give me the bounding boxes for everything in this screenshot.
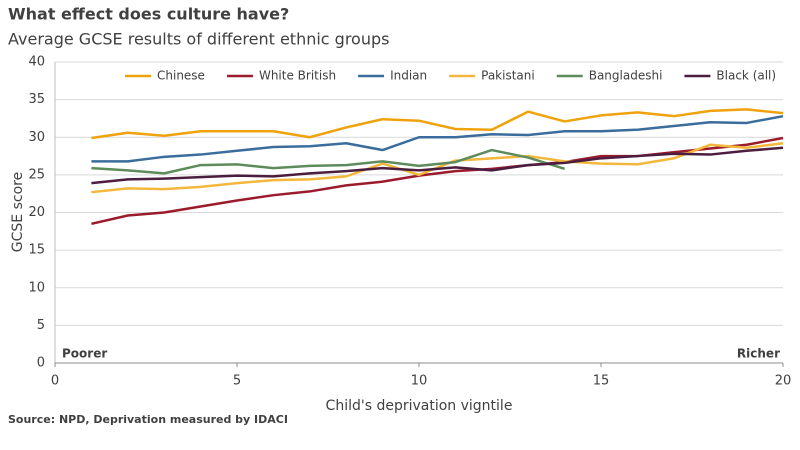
legend-label: White British: [259, 69, 336, 83]
series-line: [91, 108, 784, 140]
chart-title: What effect does culture have?: [8, 5, 289, 24]
x-axis-label: Child's deprivation vigntile: [326, 398, 513, 414]
source-note: Source: NPD, Deprivation measured by IDA…: [8, 413, 288, 426]
x-tick-label: 15: [593, 374, 610, 389]
series-line: [91, 148, 565, 175]
y-tick-label: 35: [28, 92, 45, 107]
chart-subtitle: Average GCSE results of different ethnic…: [8, 30, 389, 49]
x-tick-label: 5: [233, 374, 241, 389]
y-tick-label: 20: [28, 205, 45, 220]
y-tick-label: 10: [28, 280, 45, 295]
legend-label: Pakistani: [481, 69, 535, 83]
y-axis-label: GCSE score: [10, 172, 26, 252]
x-tick-label: 0: [51, 374, 59, 389]
legend-label: Bangladeshi: [589, 69, 663, 83]
legend-label: Indian: [390, 69, 427, 83]
series-line: [91, 114, 784, 163]
y-tick-label: 5: [37, 318, 45, 333]
y-tick-label: 40: [28, 55, 45, 70]
x-tick-label: 20: [775, 374, 792, 389]
y-tick-label: 30: [28, 130, 45, 145]
legend-label: Black (all): [716, 69, 776, 83]
y-tick-label: 0: [37, 356, 45, 371]
y-tick-label: 25: [28, 167, 45, 182]
annotation: Poorer: [62, 347, 107, 361]
y-tick-label: 15: [28, 243, 45, 258]
legend-label: Chinese: [157, 69, 205, 83]
annotation: Richer: [737, 347, 780, 361]
series-line: [91, 146, 784, 185]
x-tick-label: 10: [411, 374, 428, 389]
series-line: [91, 136, 784, 226]
